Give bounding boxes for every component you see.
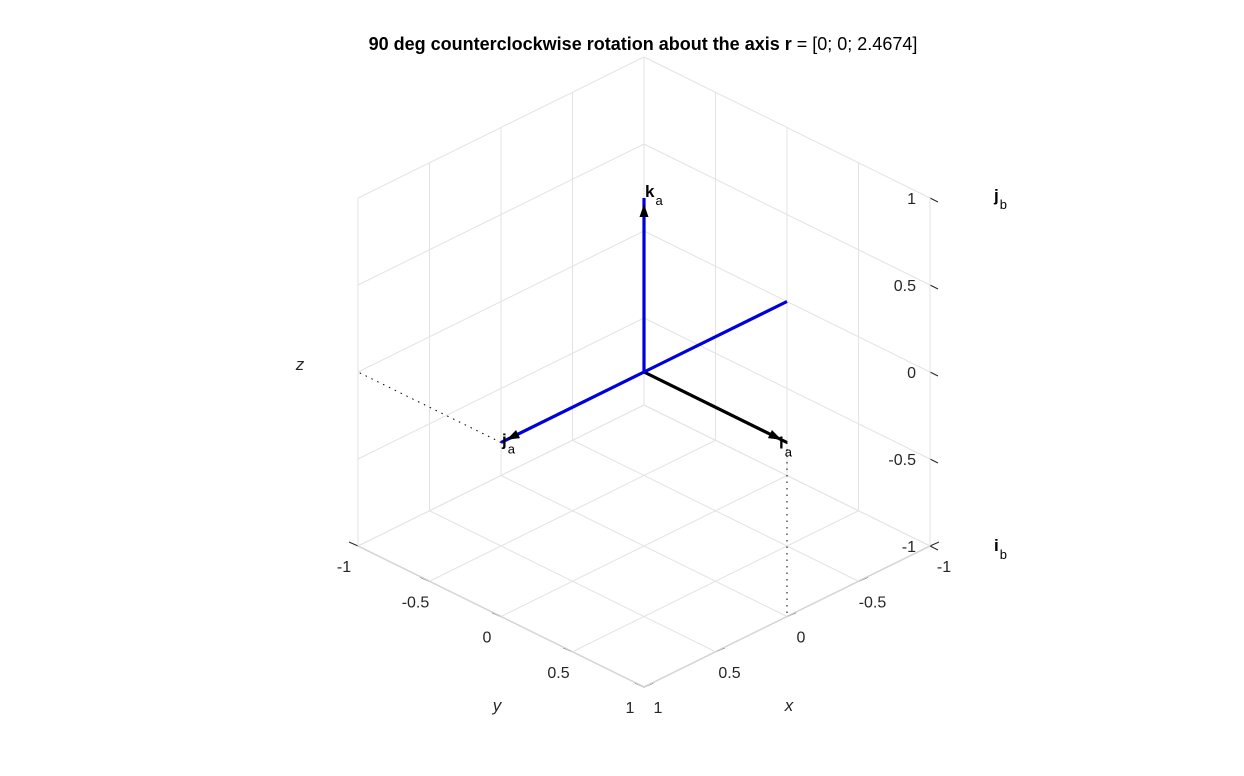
y-tick-label: 1 [626,700,635,717]
title-vector-symbol: r [785,34,792,54]
gridline-z-left [643,56,931,199]
gridline-z-right [357,56,645,199]
z-tick [929,197,939,203]
arrowhead-ja [506,430,521,440]
x-tick-label: 0 [797,630,806,647]
y-axis-label: y [492,696,503,715]
label-ia: ia [779,434,793,460]
vectors [357,198,788,617]
x-tick-label: 0.5 [718,665,740,682]
z-tick [929,458,939,464]
chart-title: 90 deg counterclockwise rotation about t… [369,34,918,54]
y-tick-label: 0.5 [547,665,569,682]
y-tick-label: 0 [483,630,492,647]
title-suffix: = [0; 0; 2.4674] [792,34,918,54]
label-jb: jb [993,186,1007,212]
z-tick-label: 1 [907,191,916,208]
vector-labels: ia ja ka jb ib [501,182,1007,562]
grid-lines [357,56,931,688]
y-tick [348,541,359,547]
title-prefix: 90 deg counterclockwise rotation about t… [369,34,785,54]
x-tick-label: 1 [654,700,663,717]
x-tick-label: -0.5 [859,594,887,611]
arrowhead-ka [639,204,649,217]
x-axis-label: x [784,696,794,715]
z-tick-label: -1 [902,539,916,556]
dotted-projection-line [357,371,502,443]
gridline-x-floor [357,545,645,688]
label-ka: ka [645,182,663,208]
arrowhead-ia [767,430,782,440]
gridline-x-floor [429,510,716,653]
x-tick-label: -1 [937,559,951,576]
gridline-y-floor [572,510,859,653]
label-ib: ib [994,536,1007,562]
axis-labels: z x y [295,355,794,715]
vector-back [643,300,788,374]
z-tick-label: -0.5 [888,452,916,469]
x-tick [929,541,940,547]
z-tick [929,284,939,290]
gridline-y-floor [643,545,931,688]
gridline-z-left [643,143,931,286]
z-tick-label: 0.5 [894,278,916,295]
tick-labels: -1 -0.5 0 0.5 1 -1 -0.5 0 0.5 1 -1 -0.5 0 0.5 1 [337,191,951,717]
gridline-y-floor [500,475,788,617]
gridline-z-right [357,143,645,286]
z-tick [929,545,939,551]
z-axis-label: z [295,355,305,374]
label-ja: ja [501,431,516,457]
z-tick-label: 0 [907,365,916,382]
y-tick-label: -0.5 [402,594,430,611]
z-tick [929,371,939,377]
gridline-z-right [357,230,645,373]
vector-ja [500,370,645,444]
y-tick-label: -1 [337,559,351,576]
vector-ia [643,370,788,444]
